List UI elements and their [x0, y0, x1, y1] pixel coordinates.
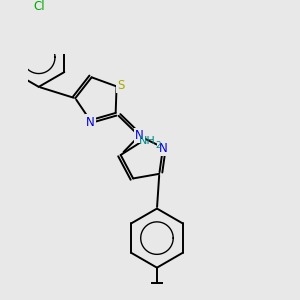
Text: NH: NH	[139, 136, 156, 146]
Text: N: N	[86, 116, 94, 128]
Text: 2: 2	[155, 141, 161, 150]
Text: S: S	[117, 79, 124, 92]
Text: N: N	[135, 129, 143, 142]
Text: N: N	[159, 142, 167, 155]
Text: Cl: Cl	[33, 0, 44, 14]
